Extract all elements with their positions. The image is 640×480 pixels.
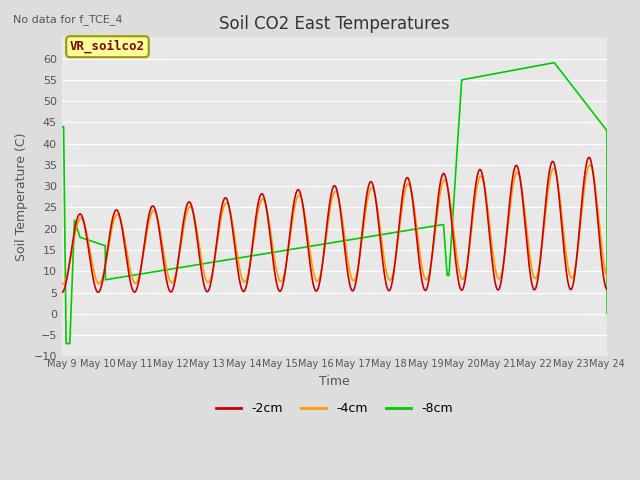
Title: Soil CO2 East Temperatures: Soil CO2 East Temperatures <box>219 15 450 33</box>
Y-axis label: Soil Temperature (C): Soil Temperature (C) <box>15 132 28 261</box>
Text: VR_soilco2: VR_soilco2 <box>70 40 145 53</box>
Text: No data for f_TCE_4: No data for f_TCE_4 <box>13 14 122 25</box>
Legend: -2cm, -4cm, -8cm: -2cm, -4cm, -8cm <box>211 397 458 420</box>
X-axis label: Time: Time <box>319 375 350 388</box>
